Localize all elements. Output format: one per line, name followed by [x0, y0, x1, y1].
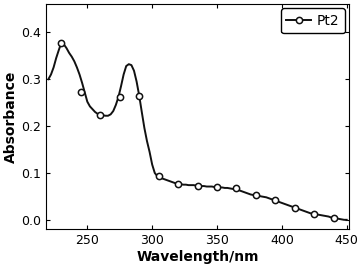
X-axis label: Wavelength/nm: Wavelength/nm [136, 250, 259, 264]
Legend: Pt2: Pt2 [281, 8, 345, 34]
Y-axis label: Absorbance: Absorbance [4, 70, 18, 163]
